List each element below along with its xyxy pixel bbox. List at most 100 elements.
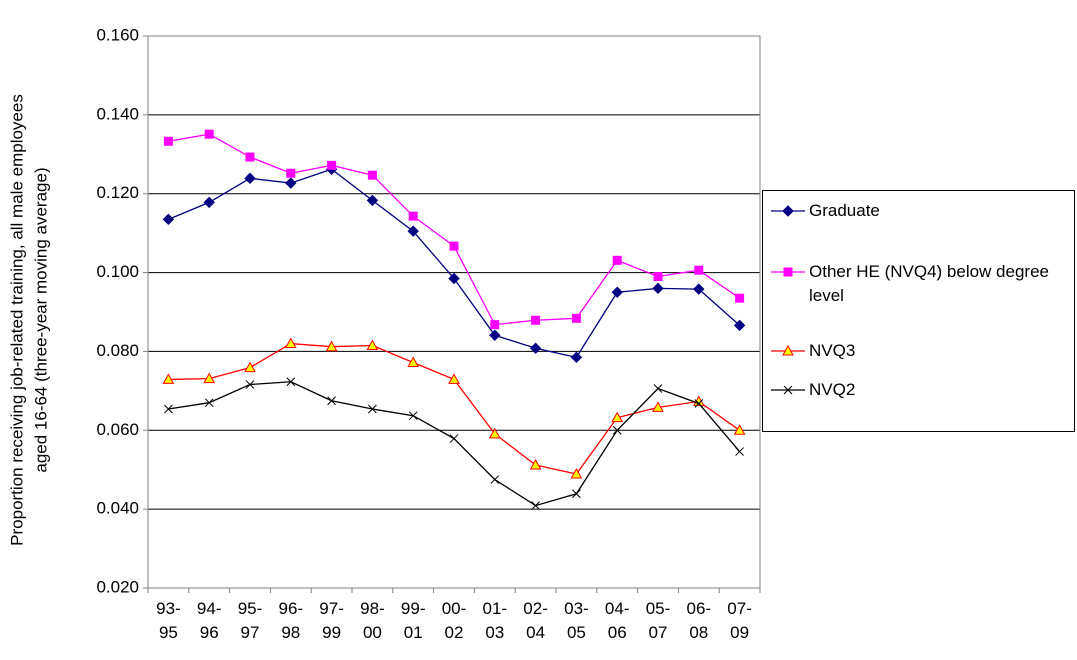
marker — [448, 272, 460, 285]
legend-icon — [771, 385, 805, 395]
marker — [203, 372, 216, 384]
marker — [571, 313, 581, 323]
y-tick-label: 0.100 — [96, 262, 139, 281]
marker — [244, 361, 256, 373]
y-tick-label: 0.020 — [96, 577, 139, 596]
marker — [652, 282, 664, 295]
legend-entry: NVQ3 — [769, 339, 1069, 363]
marker — [693, 283, 705, 295]
marker — [611, 411, 624, 423]
legend-label: Other HE (NVQ4) below degree level — [809, 262, 1049, 305]
marker — [529, 458, 542, 470]
marker — [368, 404, 377, 414]
marker — [408, 411, 418, 421]
y-tick-label: 0.140 — [96, 104, 139, 123]
marker — [203, 196, 215, 209]
marker — [531, 501, 540, 510]
legend-entry: NVQ2 — [769, 378, 1069, 402]
marker — [735, 447, 744, 456]
marker — [653, 272, 663, 282]
legend-entry: Graduate — [769, 199, 1069, 223]
marker — [490, 475, 500, 484]
legend-marker — [782, 205, 794, 217]
y-tick-label: 0.060 — [96, 420, 139, 439]
marker — [570, 468, 583, 479]
y-tick-label: 0.160 — [96, 25, 139, 44]
marker — [407, 225, 419, 237]
x-tick-label: 07-09 — [727, 599, 752, 642]
marker — [366, 339, 379, 351]
y-tick-label: 0.120 — [96, 183, 139, 202]
marker — [448, 373, 460, 384]
x-tick-label: 03-05 — [564, 599, 589, 642]
marker — [733, 319, 746, 332]
marker — [570, 351, 583, 364]
x-tick-label: 95-97 — [238, 599, 263, 642]
marker — [449, 434, 459, 443]
legend-label: NVQ2 — [809, 380, 856, 399]
marker — [162, 373, 175, 384]
marker — [489, 329, 501, 341]
legend-label: Graduate — [809, 201, 880, 220]
marker — [694, 399, 704, 408]
x-tick-label: 97-99 — [319, 599, 344, 642]
x-tick-label: 05-07 — [646, 599, 671, 642]
marker — [612, 425, 622, 435]
marker — [245, 380, 255, 389]
marker — [163, 136, 173, 146]
series-line — [168, 168, 741, 359]
marker — [488, 427, 501, 439]
marker — [490, 320, 500, 330]
x-tick-label: 99-01 — [401, 599, 426, 642]
marker — [244, 172, 256, 185]
marker — [325, 340, 338, 352]
marker — [327, 160, 337, 170]
marker — [612, 255, 622, 265]
marker — [694, 265, 704, 275]
marker — [204, 398, 214, 408]
y-tick-label: 0.040 — [96, 499, 139, 518]
series-line — [168, 133, 740, 326]
series-line — [168, 381, 741, 507]
legend: Graduate Other HE (NVQ4) below degree lev… — [762, 190, 1075, 432]
marker — [611, 286, 623, 298]
marker — [408, 211, 418, 221]
marker — [733, 424, 746, 435]
marker — [286, 377, 296, 387]
marker — [653, 384, 663, 393]
legend-icon — [771, 344, 805, 356]
marker — [449, 241, 459, 251]
legend-icon — [771, 267, 805, 277]
x-tick-label: 06-08 — [687, 599, 712, 642]
x-tick-label: 04-06 — [605, 599, 630, 642]
marker — [286, 168, 296, 178]
marker — [162, 213, 175, 226]
marker — [164, 404, 173, 414]
x-tick-label: 93-95 — [156, 599, 181, 642]
marker — [531, 315, 541, 325]
legend-marker — [783, 385, 793, 395]
y-axis-label: Proportion receiving job-related trainin… — [7, 94, 26, 546]
plot-frame — [147, 35, 761, 589]
x-tick-label: 98-00 — [360, 599, 385, 642]
marker — [285, 177, 297, 189]
x-tick-label: 00-02 — [442, 599, 467, 642]
legend-label: NVQ3 — [809, 341, 856, 360]
x-tick-label: 02-04 — [523, 599, 548, 642]
y-axis-label: aged 16-64 (three-year moving average) — [31, 167, 50, 472]
marker — [652, 401, 664, 412]
marker — [572, 489, 581, 499]
marker — [327, 396, 336, 406]
legend-marker — [783, 267, 793, 277]
legend-marker — [782, 344, 794, 356]
y-tick-label: 0.080 — [96, 341, 139, 360]
marker — [204, 129, 214, 139]
x-tick-label: 01-03 — [483, 599, 508, 642]
marker — [407, 356, 420, 367]
marker — [245, 152, 255, 162]
legend-entry: Other HE (NVQ4) below degree level — [769, 260, 1069, 308]
marker — [366, 194, 379, 207]
x-tick-label: 96-98 — [279, 599, 304, 642]
